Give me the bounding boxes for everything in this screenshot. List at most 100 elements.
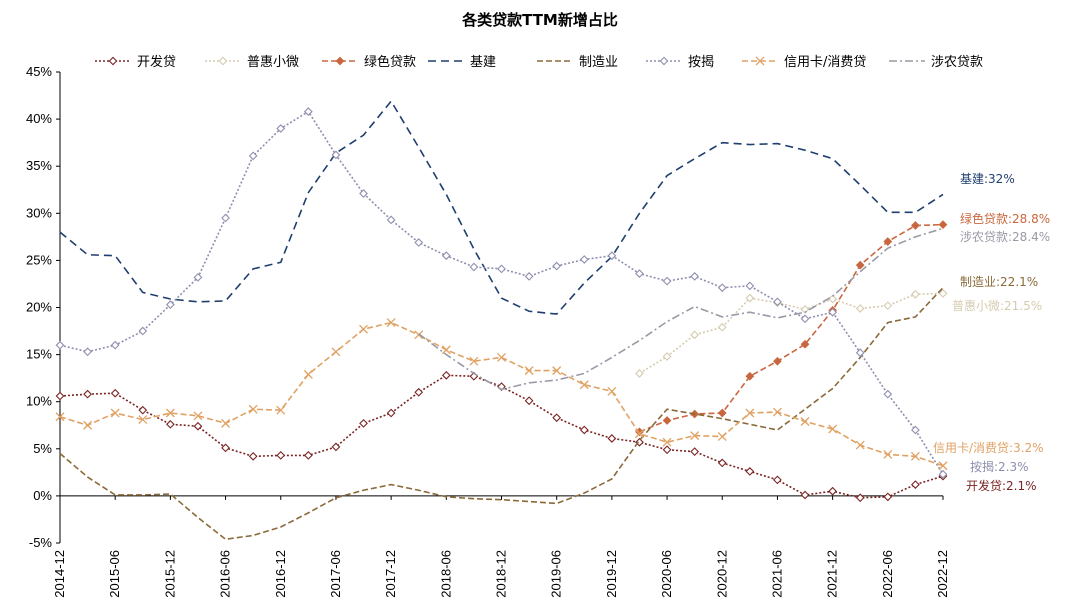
data-point: [855, 304, 865, 313]
data-point: [855, 348, 865, 358]
data-point-stroke: [55, 412, 65, 422]
data-point: [165, 419, 175, 429]
data-point: [938, 469, 948, 479]
data-point-stroke: [828, 424, 838, 434]
data-point: [717, 432, 727, 442]
data-point-stroke: [717, 432, 727, 442]
data-point: [690, 431, 700, 441]
legend-label: 普惠小微: [247, 55, 299, 70]
series-line: [639, 292, 944, 375]
end-labels: 开发贷:2.1% 普惠小微:21.5% 绿色贷款:28.8% 基建:32% 制造业:22…: [933, 172, 1050, 493]
data-point: [828, 307, 838, 317]
data-point: [662, 416, 672, 425]
series-line: [59, 110, 944, 475]
data-point: [221, 213, 230, 223]
data-point: [331, 442, 341, 452]
data-point-stroke: [607, 386, 617, 396]
data-point: [800, 339, 810, 349]
data-point-stroke: [552, 366, 562, 376]
data-point-stroke: [772, 407, 782, 417]
data-point-stroke: [745, 408, 755, 418]
series-line: [59, 99, 944, 315]
data-point: [469, 356, 479, 366]
data-point: [773, 475, 782, 485]
data-point: [303, 369, 313, 379]
data-point-stroke: [524, 366, 534, 376]
data-point-stroke: [469, 356, 479, 366]
data-point: [386, 408, 396, 418]
data-point: [110, 388, 120, 398]
data-point: [662, 352, 672, 361]
data-point: [276, 124, 286, 133]
data-point: [635, 429, 644, 439]
data-point-stroke: [248, 404, 258, 414]
y-tick-label: 20%: [26, 300, 52, 315]
y-tick-label: 30%: [26, 205, 52, 220]
data-point: [359, 189, 368, 198]
data-point: [165, 408, 175, 418]
data-point: [55, 340, 65, 350]
data-point: [83, 420, 93, 430]
y-tick-label: 45%: [26, 64, 52, 79]
data-point: [524, 366, 534, 376]
data-point: [911, 480, 920, 489]
data-point: [359, 324, 368, 334]
data-point: [552, 261, 562, 271]
data-point: [772, 407, 782, 417]
data-point: [110, 408, 120, 418]
series-line: [639, 223, 944, 433]
end-label-制造业: 制造业:22.1%: [960, 275, 1038, 289]
data-point: [828, 294, 838, 304]
data-point: [83, 347, 92, 357]
data-point: [800, 417, 810, 426]
data-point-stroke: [855, 440, 865, 450]
data-point: [579, 425, 589, 435]
series-普惠小微: [635, 288, 948, 378]
data-point: [911, 221, 920, 230]
data-point: [659, 56, 669, 66]
x-tick-label: 2017-12: [383, 550, 398, 598]
data-point: [607, 434, 617, 443]
data-point: [662, 276, 672, 286]
data-point: [883, 237, 893, 246]
data-point: [138, 326, 148, 336]
data-point: [745, 371, 755, 381]
data-point-stroke: [386, 318, 396, 328]
data-point: [55, 391, 65, 401]
data-point: [248, 151, 258, 161]
y-tick-label: -5%: [29, 535, 53, 550]
series-开发贷: [55, 370, 948, 503]
x-tick-label: 2022-06: [880, 550, 895, 598]
series-制造业: [59, 287, 944, 541]
y-axis: -5% 0% 5% 10% 15% 20% 25% 30% 35% 40% 45%: [26, 64, 61, 550]
data-point: [883, 492, 893, 502]
data-point: [193, 272, 203, 282]
data-point: [938, 220, 948, 229]
data-point: [717, 283, 727, 293]
legend-label: 制造业: [579, 55, 618, 70]
data-point: [248, 451, 258, 461]
end-label-基建: 基建:32%: [960, 172, 1015, 186]
legend-item-普惠小微: 普惠小微: [205, 55, 299, 70]
data-point-stroke: [883, 449, 893, 459]
data-point: [883, 389, 893, 399]
data-point: [607, 386, 617, 396]
data-point: [828, 424, 838, 434]
legend-label: 开发贷: [137, 54, 176, 70]
data-point: [218, 56, 228, 66]
data-point: [607, 251, 617, 261]
data-point: [193, 421, 203, 431]
data-point: [193, 411, 203, 421]
legend-item-开发贷: 开发贷: [95, 54, 176, 70]
data-point: [662, 445, 672, 455]
data-point: [276, 451, 286, 460]
data-point: [579, 380, 589, 390]
series-按揭: [55, 107, 948, 479]
data-point-stroke: [165, 408, 175, 418]
data-point: [276, 405, 286, 415]
data-point: [773, 356, 782, 366]
data-point: [745, 467, 755, 476]
chart-title: 各类贷款TTM新增占比: [461, 11, 618, 29]
legend-label: 涉农贷款: [931, 55, 983, 70]
